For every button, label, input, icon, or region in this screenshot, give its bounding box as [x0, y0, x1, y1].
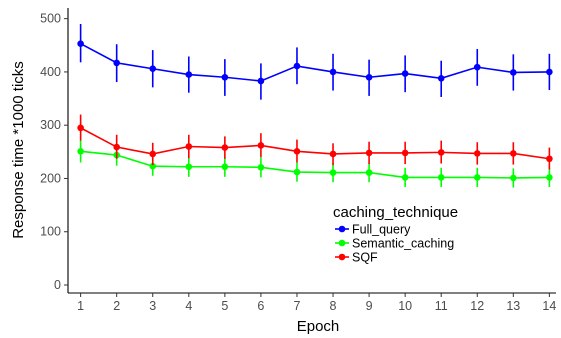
data-point	[437, 75, 445, 82]
series-sqf	[77, 114, 553, 170]
legend-key-point	[338, 239, 346, 247]
data-point	[221, 163, 229, 171]
x-tick-label: 2	[113, 299, 120, 313]
x-tick-label: 8	[330, 299, 337, 313]
data-point	[149, 150, 157, 158]
x-tick-label: 13	[506, 299, 520, 313]
data-point	[293, 147, 301, 155]
data-point	[510, 69, 517, 76]
data-point	[329, 169, 337, 176]
legend-label: Semantic_caching	[352, 237, 454, 251]
data-point	[185, 163, 193, 171]
data-point	[510, 174, 517, 182]
data-point	[77, 40, 84, 47]
x-tick-label: 9	[366, 299, 373, 313]
data-point	[113, 143, 120, 151]
data-point	[257, 163, 265, 171]
y-tick-label: 300	[40, 118, 61, 132]
legend-key-point	[338, 225, 346, 233]
data-point	[77, 147, 84, 155]
data-point	[329, 150, 337, 158]
data-point	[329, 68, 337, 76]
data-point	[185, 143, 193, 150]
x-tick-label: 14	[542, 299, 556, 313]
legend-title: caching_technique	[333, 204, 458, 221]
legend-label: SQF	[352, 251, 378, 265]
x-tick-label: 10	[398, 299, 412, 313]
legend-item: SQF	[335, 251, 378, 265]
data-point	[293, 62, 301, 70]
data-point	[437, 174, 445, 181]
x-tick-label: 11	[435, 299, 448, 313]
data-point	[401, 149, 409, 157]
x-tick-label: 6	[257, 299, 264, 313]
y-tick-label: 0	[54, 278, 61, 292]
data-point	[365, 169, 373, 176]
legend: caching_technique Full_querySemantic_cac…	[333, 204, 458, 265]
data-point	[77, 124, 84, 132]
data-point	[473, 63, 481, 71]
y-tick-label: 400	[40, 65, 61, 79]
data-point	[546, 174, 553, 181]
series-line	[80, 127, 550, 160]
x-tick-label: 12	[470, 299, 484, 313]
data-point	[437, 149, 445, 156]
y-tick-label: 200	[40, 171, 61, 185]
data-point	[293, 168, 301, 176]
data-point	[510, 150, 517, 157]
x-tick-label: 5	[221, 299, 228, 313]
data-point	[546, 155, 553, 163]
data-point	[257, 142, 265, 149]
series-full-query	[77, 23, 553, 100]
series-semantic-caching	[77, 140, 553, 188]
series-line	[80, 42, 550, 82]
x-tick-label: 4	[185, 299, 192, 313]
y-axis-title: Response time *1000 ticks	[10, 61, 27, 239]
x-tick-label: 7	[293, 299, 300, 313]
plot-area	[77, 23, 553, 188]
legend-item: Full_query	[335, 223, 411, 237]
data-point	[365, 73, 373, 81]
data-point	[149, 162, 157, 170]
data-point	[473, 174, 481, 181]
x-tick-label: 3	[149, 299, 156, 313]
data-point	[365, 149, 373, 157]
legend-key-point	[338, 253, 346, 261]
data-point	[221, 73, 229, 81]
series-line	[80, 150, 550, 179]
data-point	[257, 77, 265, 85]
data-point	[473, 150, 481, 157]
data-point	[149, 65, 157, 73]
data-point	[221, 144, 229, 151]
data-point	[401, 174, 409, 181]
x-tick-label: 1	[77, 299, 84, 313]
data-point	[113, 59, 120, 67]
legend-label: Full_query	[352, 223, 411, 237]
data-point	[546, 68, 553, 76]
y-tick-label: 100	[40, 225, 61, 239]
legend-item: Semantic_caching	[335, 237, 454, 251]
data-point	[401, 70, 409, 77]
x-axis-title: Epoch	[297, 318, 340, 335]
y-tick-label: 500	[40, 12, 61, 26]
data-point	[185, 71, 193, 78]
